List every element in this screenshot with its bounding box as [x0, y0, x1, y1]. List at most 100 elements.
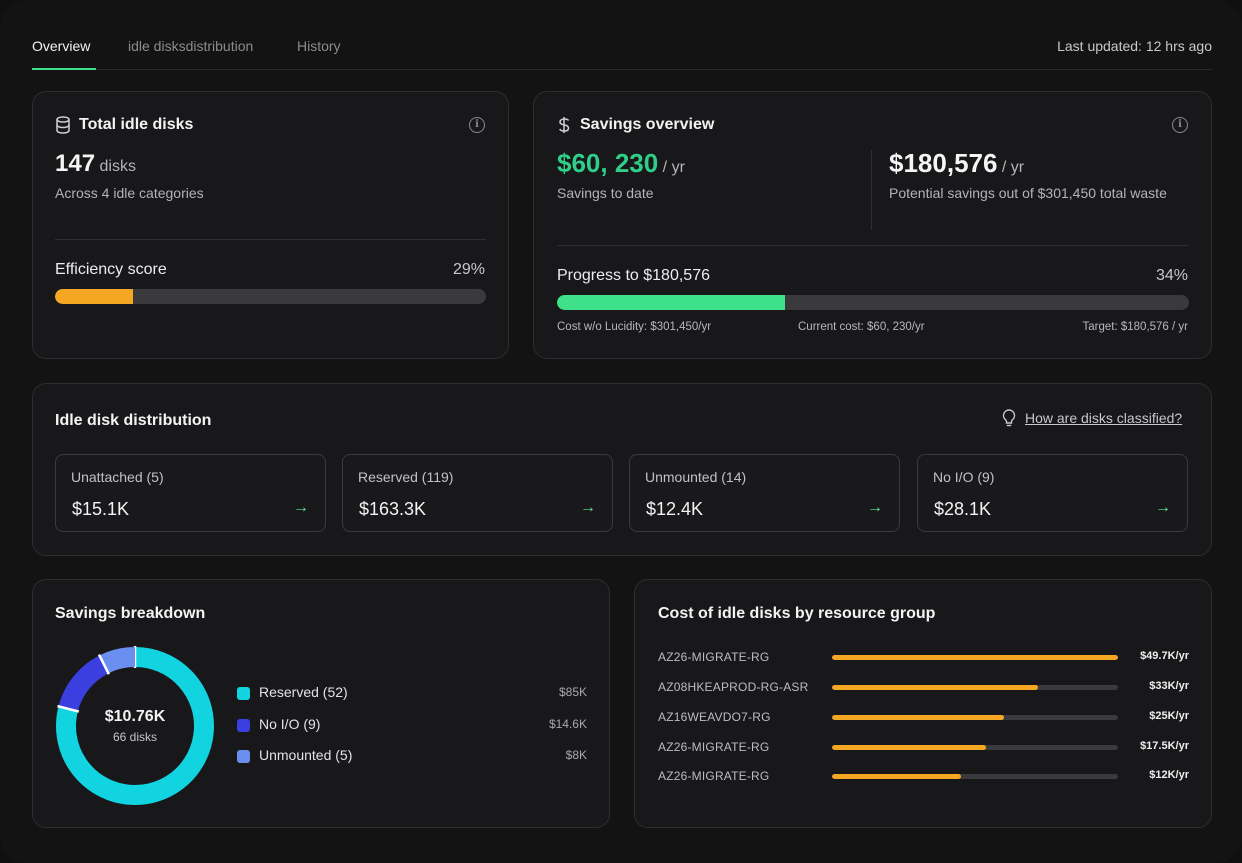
info-icon[interactable]: i [1172, 117, 1188, 133]
potential-savings: $180,576 / yr [889, 148, 1024, 179]
tab-bar: Overview idle disksdistribution History … [32, 38, 1212, 70]
progress-label: Progress to $180,576 [557, 267, 710, 284]
progress-bar [557, 295, 1189, 310]
legend-value: $85K [558, 685, 587, 699]
card-title: Savings overview [580, 116, 715, 133]
savings-to-date-value: $60, 230 [557, 148, 659, 178]
resource-group-bar [832, 655, 1118, 660]
distribution-item-value: $163.3K [359, 499, 427, 519]
resource-group-name: AZ26-MIGRATE-RG [658, 740, 770, 754]
savings-donut-chart [56, 646, 214, 805]
legend-value: $8K [565, 748, 587, 762]
resource-group-row: AZ26-MIGRATE-RG $49.7K/yr [658, 648, 1189, 666]
savings-breakdown-card: Savings breakdown $10.76K 66 disks Reser… [32, 579, 610, 828]
idle-disk-count: 147 disks [55, 150, 136, 178]
distribution-item-value: $12.4K [646, 499, 704, 519]
resource-group-value: $17.5K/yr [1140, 740, 1189, 752]
resource-group-cost-card: Cost of idle disks by resource group AZ2… [634, 579, 1212, 828]
savings-to-date: $60, 230 / yr [557, 148, 685, 179]
resource-group-value: $25K/yr [1149, 710, 1189, 722]
efficiency-value: 29% [452, 261, 485, 278]
resource-group-row: AZ16WEAVDO7-RG $25K/yr [658, 708, 1189, 726]
resource-group-bar-fill [832, 745, 987, 750]
donut-segment [99, 647, 136, 674]
card-title: Cost of idle disks by resource group [658, 605, 936, 622]
resource-group-bar [832, 774, 1118, 779]
resource-group-name: AZ16WEAVDO7-RG [658, 710, 771, 724]
current-cost: Current cost: $60, 230/yr [798, 321, 925, 333]
resource-group-row: AZ26-MIGRATE-RG $17.5K/yr [658, 738, 1189, 756]
idle-disk-distribution-card: Idle disk distribution How are disks cla… [32, 383, 1212, 556]
distribution-item-label: Unattached (5) [71, 469, 164, 485]
resource-group-bar-fill [832, 774, 961, 779]
vertical-divider [871, 150, 872, 230]
resource-group-bar-fill [832, 655, 1118, 660]
donut-center-label: 66 disks [112, 730, 158, 744]
card-subtitle: Across 4 idle categories [55, 185, 204, 201]
savings-to-date-label: Savings to date [557, 185, 654, 201]
donut-segment [56, 647, 214, 805]
card-title: Total idle disks [79, 116, 194, 133]
progress-value: 34% [1155, 267, 1188, 284]
donut-center-value: $10.76K [104, 708, 166, 725]
potential-savings-label: Potential savings out of $301,450 total … [889, 185, 1167, 201]
database-icon [56, 116, 70, 134]
resource-group-value: $49.7K/yr [1140, 650, 1189, 662]
resource-group-bar [832, 715, 1118, 720]
resource-group-bar [832, 685, 1118, 690]
legend-label: Reserved (52) [259, 684, 348, 700]
donut-segment [58, 655, 109, 712]
tab-idle-disks-distribution[interactable]: idle disksdistribution [128, 38, 254, 54]
total-idle-disks-card: Total idle disks i 147 disks Across 4 id… [32, 91, 509, 359]
progress-bar-fill [557, 295, 785, 310]
resource-group-bar-fill [832, 685, 1038, 690]
donut-separator [57, 704, 80, 713]
divider [557, 245, 1188, 246]
legend-item-unmounted: Unmounted (5) $8K [237, 747, 587, 767]
distribution-item-unmounted[interactable]: Unmounted (14) $12.4K → [629, 454, 900, 532]
count-value: 147 [55, 150, 96, 177]
distribution-item-no-io[interactable]: No I/O (9) $28.1K → [917, 454, 1188, 532]
distribution-item-reserved[interactable]: Reserved (119) $163.3K → [342, 454, 613, 532]
distribution-item-value: $15.1K [72, 499, 130, 519]
dollar-icon [559, 117, 570, 133]
distribution-item-value: $28.1K [934, 499, 992, 519]
efficiency-label: Efficiency score [55, 261, 167, 278]
info-icon[interactable]: i [469, 117, 485, 133]
legend-label: Unmounted (5) [259, 747, 353, 763]
savings-overview-card: Savings overview i $60, 230 / yr Savings… [533, 91, 1212, 359]
donut-separator [97, 654, 110, 675]
resource-group-row: AZ08HKEAPROD-RG-ASR $33K/yr [658, 678, 1189, 696]
card-title: Idle disk distribution [55, 412, 212, 429]
potential-savings-value: $180,576 [889, 148, 998, 178]
distribution-item-label: No I/O (9) [933, 469, 995, 485]
tab-overview[interactable]: Overview [32, 38, 96, 70]
legend-swatch [237, 750, 250, 763]
target-cost: Target: $180,576 / yr [1082, 321, 1188, 333]
arrow-right-icon: → [293, 499, 309, 516]
efficiency-bar [55, 289, 486, 304]
tab-history[interactable]: History [297, 38, 341, 54]
legend-value: $14.6K [548, 717, 587, 731]
how-disks-classified-link[interactable]: How are disks classified? [1025, 410, 1183, 426]
count-unit: disks [99, 158, 136, 175]
resource-group-name: AZ26-MIGRATE-RG [658, 769, 770, 783]
potential-savings-unit: / yr [1001, 159, 1025, 176]
cost-without-lucidity: Cost w/o Lucidity: $301,450/yr [557, 321, 712, 333]
legend-item-reserved: Reserved (52) $85K [237, 684, 587, 704]
arrow-right-icon: → [1155, 499, 1171, 516]
efficiency-bar-fill [55, 289, 133, 304]
last-updated-text: Last updated: 12 hrs ago [1057, 38, 1212, 54]
distribution-item-unattached[interactable]: Unattached (5) $15.1K → [55, 454, 326, 532]
arrow-right-icon: → [867, 499, 883, 516]
distribution-item-label: Unmounted (14) [645, 469, 747, 485]
resource-group-name: AZ08HKEAPROD-RG-ASR [658, 680, 809, 694]
legend-label: No I/O (9) [259, 716, 321, 732]
resource-group-value: $33K/yr [1149, 680, 1189, 692]
lightbulb-icon [1002, 409, 1016, 427]
card-title: Savings breakdown [55, 605, 206, 622]
resource-group-row: AZ26-MIGRATE-RG $12K/yr [658, 767, 1189, 785]
savings-to-date-unit: / yr [662, 159, 685, 176]
resource-group-name: AZ26-MIGRATE-RG [658, 650, 770, 664]
